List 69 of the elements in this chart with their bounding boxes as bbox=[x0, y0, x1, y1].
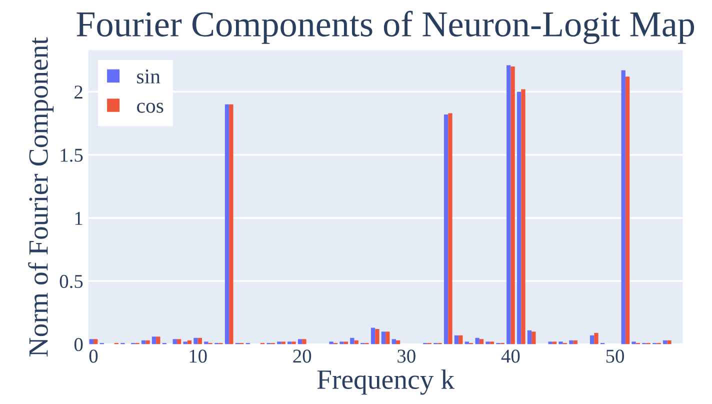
bar bbox=[288, 342, 292, 344]
bar bbox=[448, 113, 452, 344]
bar bbox=[350, 338, 354, 344]
bar bbox=[298, 339, 302, 344]
bar bbox=[521, 89, 526, 344]
bar bbox=[621, 70, 626, 344]
legend-label: cos bbox=[137, 102, 164, 113]
bar bbox=[370, 328, 376, 344]
bar bbox=[386, 332, 390, 344]
bar bbox=[152, 336, 156, 344]
bar bbox=[176, 339, 182, 344]
bar bbox=[292, 342, 296, 344]
y-tick-label: 0 bbox=[74, 338, 83, 352]
x-axis-title: Frequency k bbox=[317, 369, 455, 395]
bar bbox=[594, 332, 598, 344]
bar bbox=[490, 342, 494, 344]
bar bbox=[569, 340, 574, 344]
bar bbox=[590, 335, 594, 344]
y-tick-label: 0.5 bbox=[60, 274, 83, 288]
bar bbox=[506, 65, 511, 344]
bar bbox=[375, 329, 380, 344]
x-tick-label: 10 bbox=[190, 350, 207, 363]
bar bbox=[667, 340, 672, 344]
bar bbox=[183, 342, 188, 344]
bar bbox=[198, 338, 202, 344]
bar bbox=[302, 339, 306, 344]
x-tick-label: 40 bbox=[501, 350, 520, 363]
bar bbox=[458, 335, 463, 344]
bar bbox=[172, 339, 177, 344]
x-tick-label: 30 bbox=[398, 350, 416, 363]
bar bbox=[532, 332, 536, 344]
bar bbox=[329, 342, 334, 344]
bar bbox=[344, 342, 348, 344]
bar bbox=[381, 332, 386, 344]
bar bbox=[454, 335, 459, 344]
bar bbox=[281, 342, 286, 344]
bar bbox=[156, 336, 160, 344]
bar bbox=[392, 339, 396, 344]
x-tick-label: 0 bbox=[89, 350, 98, 363]
bar bbox=[146, 340, 150, 344]
bar bbox=[204, 342, 208, 344]
bar bbox=[277, 342, 282, 344]
bar bbox=[229, 104, 234, 344]
y-tick-label: 2 bbox=[74, 86, 82, 98]
bar bbox=[464, 342, 469, 344]
bar bbox=[224, 104, 230, 344]
y-tick-label: 1 bbox=[75, 212, 82, 225]
x-tick-label: 50 bbox=[606, 350, 624, 363]
bar bbox=[194, 338, 198, 344]
bar bbox=[510, 66, 515, 344]
bar bbox=[632, 342, 636, 344]
bar bbox=[552, 342, 557, 344]
bar bbox=[486, 342, 490, 344]
bar bbox=[527, 330, 532, 344]
bar bbox=[558, 342, 563, 344]
chart-title: Fourier Components of Neuron-Logit Map bbox=[76, 10, 694, 44]
bar bbox=[89, 339, 94, 344]
y-axis-title: Norm of Fourier Component bbox=[28, 37, 54, 356]
legend-label: sin bbox=[137, 70, 160, 84]
bar bbox=[516, 92, 522, 344]
bar bbox=[475, 338, 480, 344]
x-tick-label: 20 bbox=[293, 350, 312, 363]
y-tick-label: 1.5 bbox=[60, 148, 83, 162]
bar bbox=[340, 342, 344, 344]
bar bbox=[444, 114, 448, 344]
bar bbox=[479, 339, 484, 344]
bar bbox=[548, 342, 552, 344]
bar bbox=[625, 76, 630, 344]
bar bbox=[94, 339, 98, 344]
